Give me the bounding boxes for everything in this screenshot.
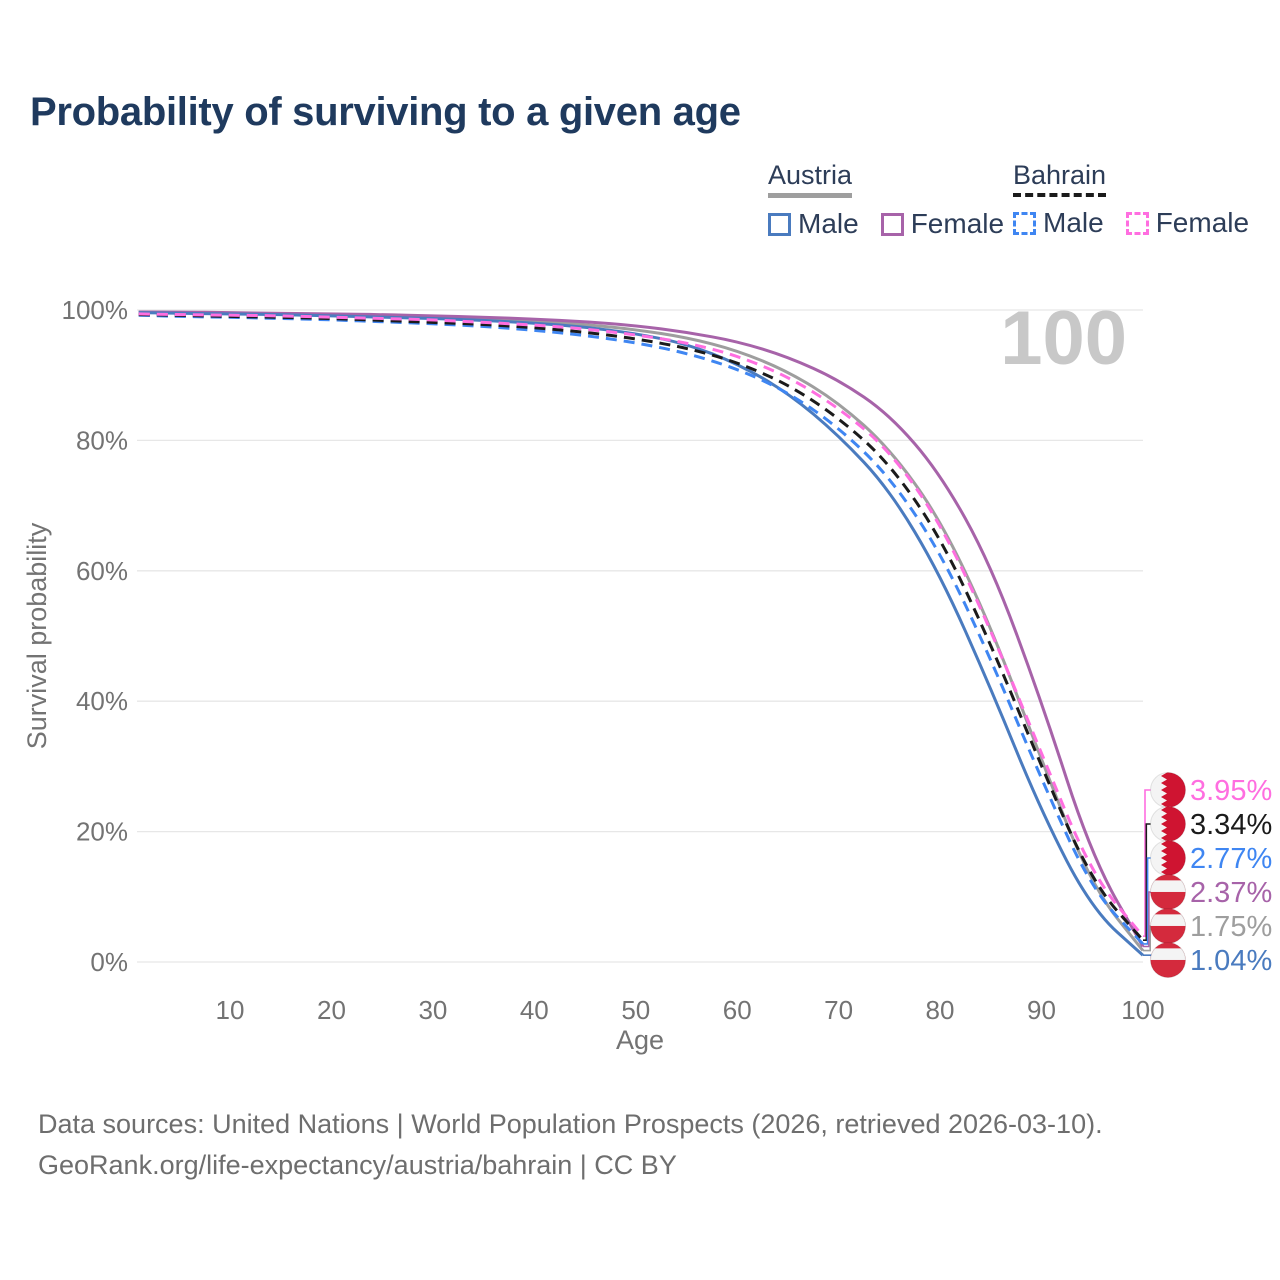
curve-austria-female[interactable]	[138, 310, 1145, 948]
legend-label-bahrain-male[interactable]: Male	[1043, 207, 1104, 238]
x-tick-label: 50	[621, 995, 650, 1025]
flag-icon-bahrain	[1150, 806, 1186, 842]
end-label-connector-bahrain-total	[1143, 823, 1151, 942]
legend-label-austria-female[interactable]: Female	[910, 208, 1005, 239]
footer-attribution: GeoRank.org/life-expectancy/austria/bahr…	[38, 1150, 677, 1180]
legend-row-bahrain: Male Female	[1013, 207, 1271, 239]
end-value-label-austria-female: 2.37%	[1190, 877, 1272, 909]
end-label-row-bahrain-total: 3.34%	[1150, 806, 1272, 842]
legend-country-bahrain[interactable]: Bahrain	[1013, 160, 1107, 197]
curve-bahrain-female[interactable]	[138, 312, 1145, 938]
curve-bahrain-total[interactable]	[138, 313, 1145, 942]
x-tick-label: 100	[1121, 995, 1164, 1025]
end-label-row-austria-total: 1.75%	[1150, 908, 1272, 944]
legend-swatch-bahrain-male-icon[interactable]	[1013, 211, 1036, 235]
legend-swatch-bahrain-female-icon[interactable]	[1125, 211, 1149, 235]
x-tick-label: 10	[216, 995, 245, 1025]
footer: Data sources: United Nations | World Pop…	[38, 1104, 1103, 1186]
x-tick-label: 90	[1027, 995, 1056, 1025]
legend-group-austria: Austria Male Female	[768, 160, 1026, 240]
curve-austria-total[interactable]	[138, 310, 1145, 952]
x-tick-label: 20	[317, 995, 346, 1025]
legend-label-bahrain-female[interactable]: Female	[1155, 207, 1250, 238]
end-label-connector-bahrain-female	[1143, 789, 1151, 938]
flag-icon-austria	[1150, 908, 1186, 944]
end-label-connector-austria-female	[1143, 891, 1151, 948]
x-axis-title: Age	[616, 1025, 664, 1055]
flag-icon-austria	[1150, 942, 1186, 978]
footer-data-sources: Data sources: United Nations | World Pop…	[38, 1109, 1103, 1139]
x-tick-label: 70	[824, 995, 853, 1025]
legend-swatch-austria-female-icon[interactable]	[880, 212, 904, 236]
legend-swatch-austria-male-icon[interactable]	[768, 212, 791, 236]
y-tick-label: 60%	[76, 556, 128, 586]
age-indicator-watermark: 100	[1000, 296, 1127, 381]
end-value-label-bahrain-female: 3.95%	[1190, 775, 1272, 807]
x-tick-label: 40	[520, 995, 549, 1025]
legend-label-austria-male[interactable]: Male	[798, 208, 859, 239]
x-tick-label: 80	[926, 995, 955, 1025]
y-tick-label: 40%	[76, 686, 128, 716]
legend-country-austria[interactable]: Austria	[768, 160, 853, 198]
legend-group-bahrain: Bahrain Male Female	[1013, 160, 1271, 239]
legend-row-austria: Male Female	[768, 208, 1026, 240]
end-label-row-bahrain-female: 3.95%	[1150, 772, 1272, 808]
end-value-label-austria-male: 1.04%	[1190, 945, 1272, 977]
x-tick-label: 60	[723, 995, 752, 1025]
x-tick-label: 30	[418, 995, 447, 1025]
end-label-row-bahrain-male: 2.77%	[1150, 840, 1272, 876]
y-tick-label: 0%	[90, 947, 128, 977]
end-value-label-austria-total: 1.75%	[1190, 911, 1272, 943]
flag-icon-bahrain	[1150, 840, 1186, 876]
y-tick-label: 80%	[76, 425, 128, 455]
end-label-row-austria-female: 2.37%	[1150, 874, 1272, 910]
end-label-connector-bahrain-male	[1143, 857, 1151, 945]
page-title: Probability of surviving to a given age	[30, 90, 741, 134]
end-value-label-bahrain-male: 2.77%	[1190, 843, 1272, 875]
end-value-label-bahrain-total: 3.34%	[1190, 809, 1272, 841]
end-label-row-austria-male: 1.04%	[1150, 942, 1272, 978]
flag-icon-austria	[1150, 874, 1186, 910]
y-tick-label: 20%	[76, 817, 128, 847]
y-tick-label: 100%	[62, 295, 129, 325]
flag-icon-bahrain	[1150, 772, 1186, 808]
y-axis-title: Survival probability	[22, 522, 52, 749]
